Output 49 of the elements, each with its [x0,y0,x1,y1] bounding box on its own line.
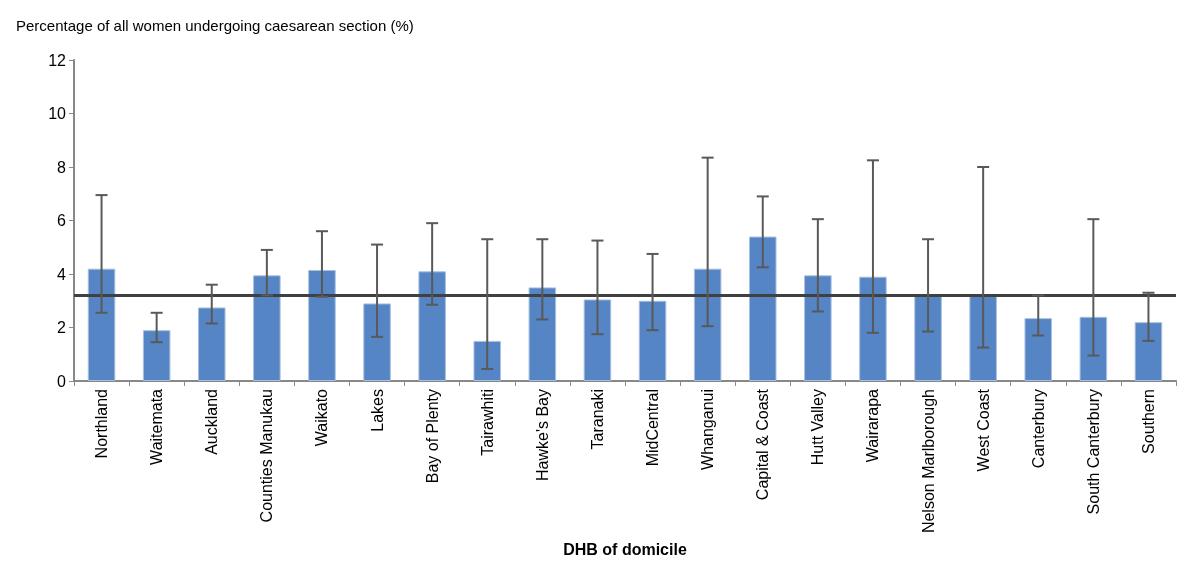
bar [142,330,171,381]
x-tick-label: Hutt Valley [809,389,827,466]
bar [583,299,612,381]
y-axis-title: Percentage of all women undergoing caesarean section (%) [16,17,414,34]
bar [859,276,887,381]
x-tick-label: MidCentral [644,389,662,467]
x-tick-label: Counties Manukau [258,389,276,523]
bar [804,275,832,381]
bar [308,269,336,381]
bar [1134,322,1163,381]
x-tick-label: Waikato [313,388,331,447]
x-tick-label: Nelson Marlborough [919,389,937,534]
x-tick-label: Canterbury [1029,389,1047,469]
bar [473,340,502,381]
x-tick-label: Hawke's Bay [533,389,551,481]
bar [748,236,777,381]
bar [638,300,667,381]
bar [363,303,391,381]
x-tick-label: South Canterbury [1084,389,1102,515]
x-tick-label: Bay of Plenty [423,389,441,484]
x-tick-label: Capital & Coast [754,388,772,501]
y-tick-label: 8 [57,158,67,176]
bar [1024,318,1053,381]
x-tick-label: Taranaki [588,389,606,450]
bar [914,295,942,381]
x-tick-label: Lakes [368,389,386,432]
x-tick-label: Tairawhiti [478,389,496,456]
y-tick-label: 6 [57,212,67,229]
y-tick-label: 2 [57,319,67,336]
x-tick-label: Northland [93,389,111,459]
bar [87,268,116,381]
bar [528,287,557,381]
y-tick-label: 12 [48,51,67,69]
x-axis-title: DHB of domicile [563,540,687,558]
bar [197,307,226,381]
x-tick-label: Wairarapa [864,388,882,463]
y-tick-label: 4 [57,265,67,283]
x-tick-label: Southern [1139,389,1157,454]
bar [253,275,281,381]
bar [1079,316,1108,381]
x-tick-label: Auckland [203,389,221,455]
x-tick-label: Whanganui [699,389,717,470]
y-tick-label: 0 [57,372,67,390]
bar [693,268,722,381]
bar [969,295,997,381]
x-tick-label: West Coast [974,388,992,472]
y-tick-label: 10 [48,105,67,122]
x-tick-label: Waitemata [148,388,166,465]
bar [418,271,446,381]
